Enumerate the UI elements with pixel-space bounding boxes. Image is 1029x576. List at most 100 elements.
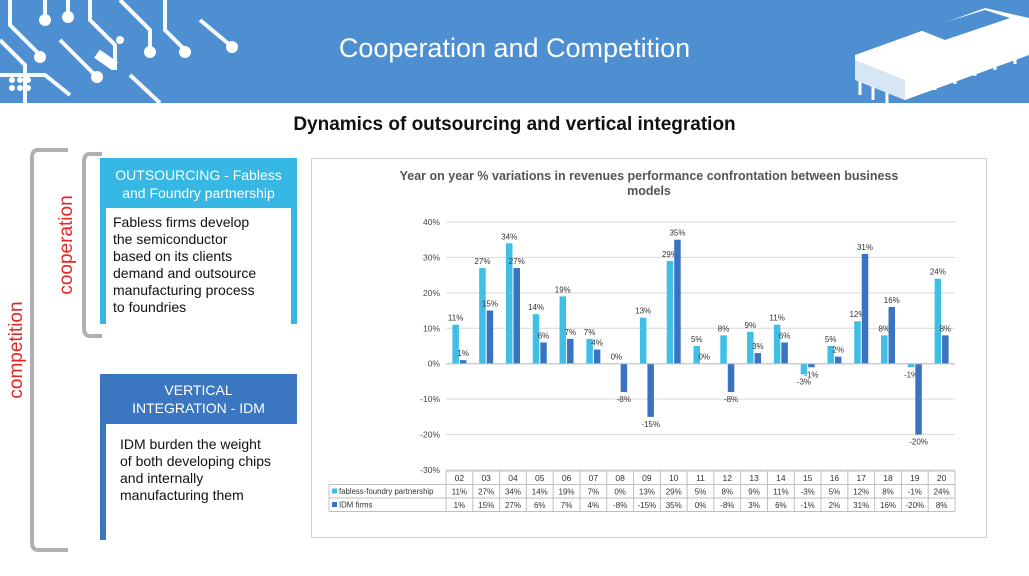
chart-title-line1: Year on year % variations in revenues pe… xyxy=(399,169,899,183)
slide-subtitle: Dynamics of outsourcing and vertical int… xyxy=(293,114,736,135)
chip-icon xyxy=(855,8,1029,103)
x-category-label: 16 xyxy=(830,473,840,483)
idm-data-label: 6% xyxy=(538,331,550,340)
idm-data-label: 35% xyxy=(669,229,685,238)
table-cell: 34% xyxy=(505,488,521,497)
legend-label: IDM firms xyxy=(339,501,372,510)
x-category-label: 17 xyxy=(857,473,867,483)
fabless-bar xyxy=(693,346,700,364)
x-category-label: 10 xyxy=(669,473,679,483)
idm-bar xyxy=(727,363,735,393)
fabless-data-label: 34% xyxy=(501,232,517,241)
fabless-data-label: 9% xyxy=(745,321,757,330)
x-category-label: 05 xyxy=(535,473,545,483)
table-cell: 8% xyxy=(882,488,894,497)
fabless-bar xyxy=(639,317,647,364)
table-cell: 8% xyxy=(936,501,948,510)
outsourcing-line: manufacturing process xyxy=(113,282,255,298)
chart-title: Year on year % variations in revenues pe… xyxy=(312,169,986,199)
fabless-bar xyxy=(505,243,513,364)
idm-data-label: -1% xyxy=(804,370,818,379)
chart-title-line2: models xyxy=(627,184,671,198)
table-cell: 4% xyxy=(588,501,600,510)
idm-bar xyxy=(781,342,788,364)
idm-data-label: 31% xyxy=(857,243,873,252)
table-cell: 3% xyxy=(748,501,760,510)
fabless-data-label: 11% xyxy=(448,314,463,323)
fabless-bar xyxy=(773,324,781,364)
idm-data-label: 7% xyxy=(565,328,577,337)
fabless-bar xyxy=(800,363,808,375)
y-tick-label: 20% xyxy=(423,288,440,298)
table-cell: 13% xyxy=(639,488,655,497)
fabless-data-label: 13% xyxy=(635,307,651,316)
fabless-bar xyxy=(666,260,674,364)
x-category-label: 15 xyxy=(803,473,813,483)
idm-data-label: -20% xyxy=(909,438,928,447)
outsourcing-line: based on its clients xyxy=(113,248,233,264)
table-cell: 19% xyxy=(559,488,575,497)
idm-data-label: 16% xyxy=(884,296,900,305)
cooperation-bracket xyxy=(82,152,102,338)
idm-bar xyxy=(647,363,654,417)
idm-bar xyxy=(459,360,467,364)
fabless-data-label: 11% xyxy=(769,314,784,323)
fabless-bar xyxy=(586,338,593,364)
fabless-data-label: -3% xyxy=(797,377,811,386)
table-cell: 5% xyxy=(829,488,841,497)
legend-swatch xyxy=(332,488,337,494)
x-category-label: 09 xyxy=(642,473,652,483)
idm-data-label: 2% xyxy=(832,346,844,355)
outsourcing-title: OUTSOURCING - Fabless and Foundry partne… xyxy=(106,166,291,202)
x-category-label: 18 xyxy=(883,473,893,483)
idm-bar xyxy=(915,363,922,435)
idm-bar xyxy=(620,363,628,393)
fabless-data-label: 12% xyxy=(849,310,865,319)
table-cell: -15% xyxy=(638,501,657,510)
fabless-data-label: 8% xyxy=(718,324,730,333)
cooperation-label: cooperation xyxy=(56,195,77,295)
table-cell: 24% xyxy=(934,488,950,497)
fabless-data-label: 7% xyxy=(584,328,596,337)
table-cell: 27% xyxy=(478,488,494,497)
x-category-label: 02 xyxy=(455,473,465,483)
fabless-data-label: 19% xyxy=(555,285,571,294)
table-cell: -20% xyxy=(905,501,924,510)
idm-data-label: 27% xyxy=(509,257,525,266)
outsourcing-body: Fabless firms develop the semiconductor … xyxy=(106,208,291,324)
x-category-label: 04 xyxy=(508,473,518,483)
x-category-label: 13 xyxy=(749,473,759,483)
table-cell: 15% xyxy=(478,501,494,510)
table-cell: 6% xyxy=(775,501,787,510)
fabless-data-label: 29% xyxy=(662,250,678,259)
legend-label: fabless-foundry partnership xyxy=(339,487,434,496)
table-cell: 9% xyxy=(748,488,760,497)
fabless-data-label: 27% xyxy=(474,257,490,266)
x-category-label: 12 xyxy=(723,473,733,483)
table-cell: -8% xyxy=(720,501,734,510)
table-cell: 7% xyxy=(561,501,573,510)
idm-bar xyxy=(674,239,681,364)
idm-bar xyxy=(942,335,949,364)
idm-data-label: 4% xyxy=(591,339,603,348)
table-cell: -1% xyxy=(908,488,922,497)
y-tick-label: -30% xyxy=(420,465,440,475)
fabless-data-label: 0% xyxy=(611,353,623,362)
table-cell: 14% xyxy=(532,488,548,497)
x-category-label: 14 xyxy=(776,473,786,483)
x-category-label: 08 xyxy=(615,473,625,483)
x-category-label: 03 xyxy=(481,473,491,483)
outsourcing-line: Fabless firms develop xyxy=(113,214,250,230)
table-cell: 8% xyxy=(722,488,734,497)
fabless-bar xyxy=(907,363,915,368)
idm-bar xyxy=(567,338,574,364)
table-cell: 35% xyxy=(666,501,682,510)
fabless-bar xyxy=(720,335,727,364)
revenue-bar-chart: 40% 30% 20% 10% 0% -10% -20% -30% 11% 1% 27% 15% 34%… xyxy=(328,217,956,512)
idm-title-line1: VERTICAL xyxy=(164,382,233,398)
idm-bar xyxy=(888,307,896,364)
y-tick-label: -10% xyxy=(420,394,440,404)
header-banner: Cooperation and Competition xyxy=(0,0,1029,103)
fabless-bar xyxy=(559,296,567,364)
table-cell: -1% xyxy=(801,501,815,510)
